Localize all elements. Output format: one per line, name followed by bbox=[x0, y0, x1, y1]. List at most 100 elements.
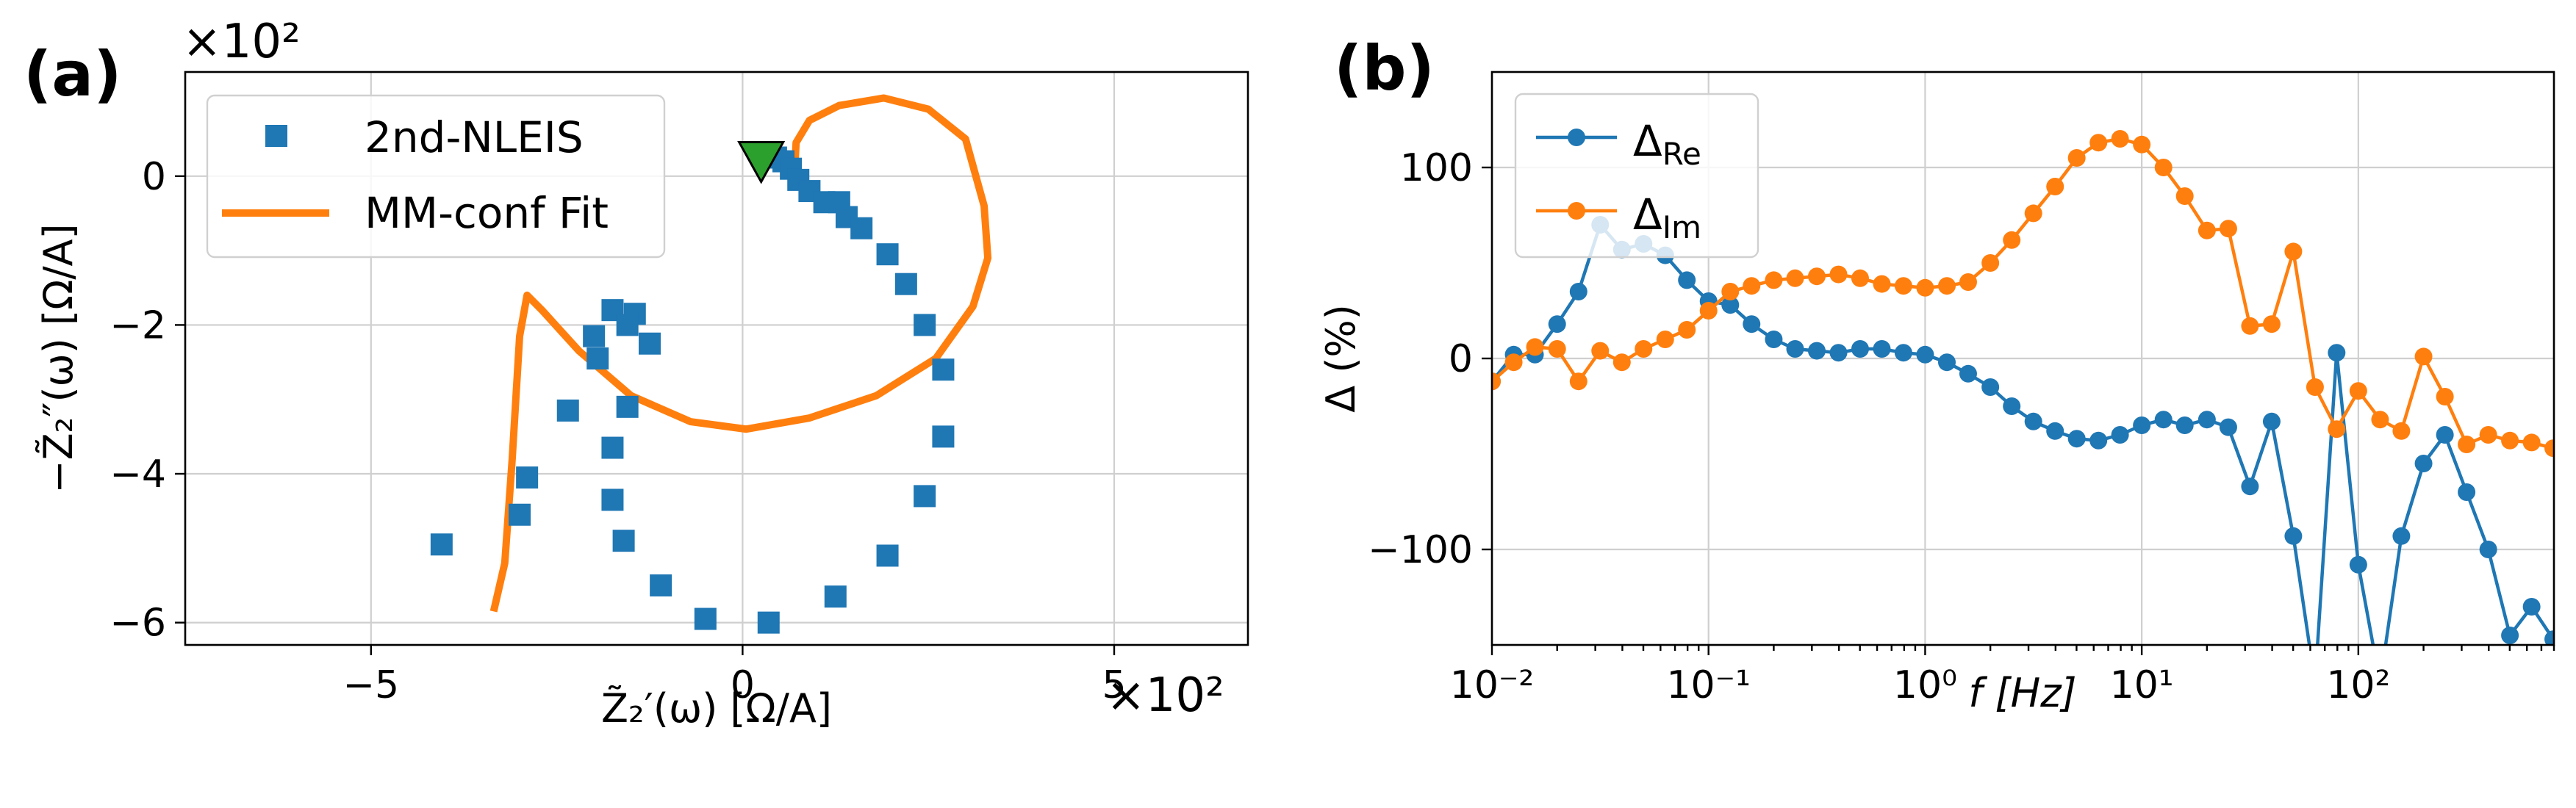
triangle-down-marker bbox=[737, 141, 786, 184]
delta-im-point bbox=[2479, 426, 2497, 444]
panel-a-x-tick-label: 0 bbox=[731, 663, 755, 707]
panel-b-series bbox=[1492, 130, 2554, 645]
delta-im-point bbox=[2198, 221, 2216, 239]
delta-im-point bbox=[2436, 388, 2454, 405]
panel-b-y-tick-label: 0 bbox=[1449, 337, 1473, 381]
panel-a-y-tick-label: 0 bbox=[142, 155, 166, 199]
delta-im-point bbox=[1569, 372, 1587, 391]
panel-a: (a) ×10² ×10² −5 0 50−2−4−6 Z̃₂′(ω) [Ω/A] … bbox=[24, 15, 1249, 732]
nleis-data-point bbox=[876, 243, 899, 266]
nleis-data-point bbox=[509, 503, 531, 526]
legend-im-marker-icon bbox=[1568, 202, 1585, 220]
delta-im-point bbox=[2003, 231, 2021, 249]
delta-re-point bbox=[2349, 555, 2367, 574]
panel-b-legend: ΔRe ΔIm bbox=[1514, 93, 1759, 259]
panel-b-y-tick-label: 100 bbox=[1400, 146, 1473, 190]
delta-im-point bbox=[1959, 273, 1977, 291]
delta-re-point bbox=[1548, 315, 1566, 333]
delta-im-point bbox=[2414, 347, 2433, 366]
delta-re-point bbox=[2328, 344, 2346, 362]
delta-im-point bbox=[2284, 242, 2303, 261]
delta-re-point bbox=[1938, 353, 1956, 372]
delta-im-point bbox=[1612, 353, 1631, 372]
delta-im-point bbox=[1504, 353, 1523, 372]
panel-b-label: (b) bbox=[1334, 32, 1435, 104]
delta-im-point bbox=[2501, 431, 2519, 450]
nleis-data-point bbox=[650, 574, 672, 596]
delta-im-point bbox=[2458, 436, 2476, 453]
panel-a-legend: 2nd-NLEIS MM-conf Fit bbox=[206, 94, 666, 259]
delta-re-point bbox=[2414, 455, 2433, 472]
delta-im-point bbox=[1678, 321, 1696, 339]
delta-re-point bbox=[1959, 364, 1977, 383]
delta-im-point bbox=[1526, 338, 1544, 356]
delta-im-point bbox=[1786, 269, 1804, 287]
panel-b-x-tick-label: 10⁰ bbox=[1893, 663, 1957, 707]
nleis-data-point bbox=[876, 544, 899, 567]
delta-im-point bbox=[2241, 317, 2259, 335]
delta-im-point bbox=[2133, 135, 2151, 154]
nleis-data-point bbox=[932, 425, 955, 448]
legend-label-2nd-nleis: 2nd-NLEIS bbox=[365, 112, 584, 162]
nleis-data-point bbox=[516, 466, 539, 489]
nleis-data-point bbox=[612, 530, 635, 552]
panel-a-y-axis-label: −Z̃₂″(ω) [Ω/A] bbox=[35, 223, 82, 493]
delta-re-point bbox=[1678, 271, 1696, 289]
panel-b-x-tick-label: 10¹ bbox=[2110, 663, 2174, 707]
delta-re-point bbox=[1807, 342, 1826, 360]
legend-re-marker-icon bbox=[1568, 129, 1585, 146]
delta-im-point bbox=[1548, 340, 1566, 358]
panel-a-ticks: −5 0 5 0 −2 −4 −6 bbox=[110, 155, 1126, 707]
delta-im-point bbox=[2175, 187, 2194, 205]
delta-re-point bbox=[1981, 378, 2000, 396]
nleis-data-point bbox=[914, 485, 936, 508]
delta-re-point bbox=[2089, 431, 2108, 450]
delta-im-point bbox=[1743, 277, 1761, 295]
delta-re-point bbox=[2198, 411, 2216, 429]
panel-a-x-multiplier: ×10² bbox=[1106, 668, 1224, 723]
delta-re-point bbox=[1765, 331, 1783, 348]
delta-im-point bbox=[1916, 278, 1934, 297]
delta-im-point bbox=[2392, 422, 2411, 440]
delta-re-point bbox=[2392, 527, 2411, 545]
delta-im-point bbox=[2089, 134, 2108, 152]
nleis-data-point bbox=[638, 332, 661, 355]
nleis-data-point bbox=[616, 395, 639, 418]
delta-re-point bbox=[2219, 418, 2237, 436]
delta-im-point bbox=[2067, 149, 2086, 167]
nleis-data-point bbox=[430, 533, 453, 556]
legend-square-marker-icon bbox=[265, 125, 287, 147]
delta-re-point bbox=[2458, 483, 2476, 501]
nleis-data-point bbox=[757, 611, 780, 634]
nleis-data-point bbox=[601, 488, 624, 511]
delta-re-point bbox=[2067, 430, 2086, 448]
delta-re-point bbox=[2175, 416, 2194, 434]
delta-re-point bbox=[2522, 598, 2541, 616]
delta-im-point bbox=[1873, 275, 1891, 293]
delta-re-point bbox=[1569, 283, 1587, 300]
delta-im-point bbox=[2154, 159, 2173, 176]
panel-a-x-tick-label: −5 bbox=[342, 663, 399, 707]
panel-b: (b) 10⁻² 10⁻¹ 10⁰ 10¹ 10² 100 0 −100 f [Hz] Δ (… bbox=[1318, 32, 2555, 716]
delta-im-point bbox=[2349, 382, 2367, 400]
delta-re-point bbox=[2133, 416, 2151, 434]
delta-im-point bbox=[1829, 265, 1848, 284]
delta-re-point bbox=[2262, 412, 2281, 430]
nleis-data-point bbox=[601, 436, 624, 459]
delta-re-point bbox=[2544, 630, 2554, 645]
panel-a-y-tick-label: −2 bbox=[110, 303, 166, 347]
delta-im-point bbox=[2262, 315, 2281, 333]
nleis-data-point bbox=[932, 358, 955, 381]
delta-re-point bbox=[1851, 340, 1869, 358]
delta-re-point bbox=[2284, 527, 2303, 545]
panel-a-label: (a) bbox=[24, 38, 121, 110]
nleis-data-point bbox=[850, 217, 873, 239]
delta-im-point bbox=[2046, 178, 2064, 195]
delta-im-point bbox=[2328, 420, 2346, 439]
panel-b-x-tick-label: 10⁻¹ bbox=[1666, 663, 1750, 707]
nleis-data-point bbox=[583, 325, 606, 347]
delta-im-point bbox=[1492, 372, 1501, 391]
delta-im-point bbox=[1656, 331, 1674, 348]
delta-re-point bbox=[1786, 340, 1804, 358]
